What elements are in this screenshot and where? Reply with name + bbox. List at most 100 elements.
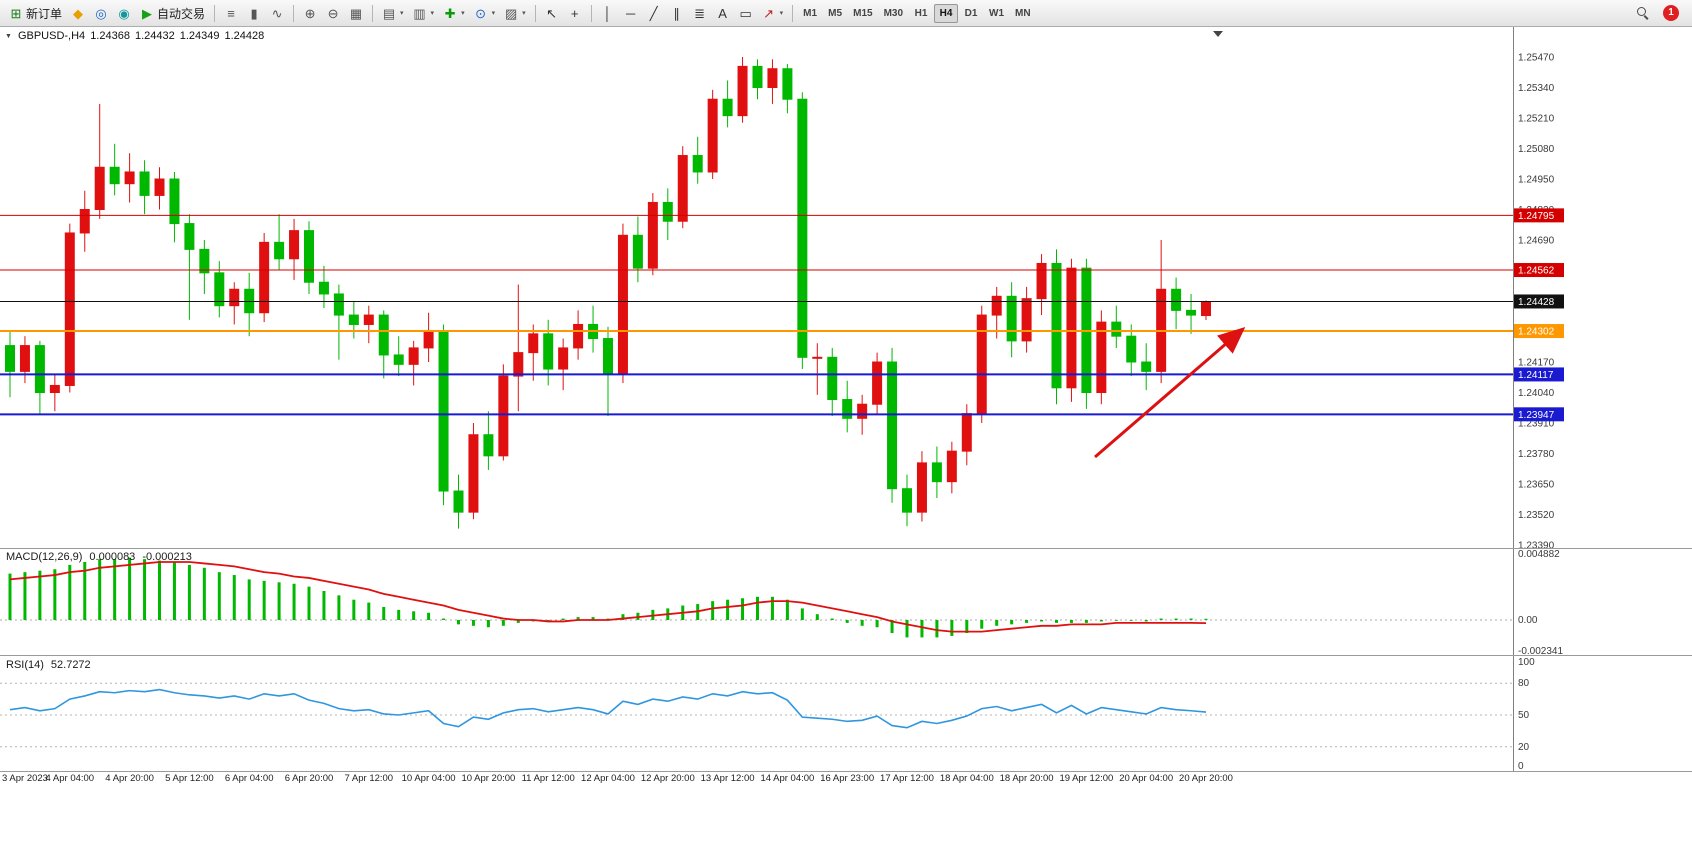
candle xyxy=(378,314,389,356)
auto-trading-button[interactable]: ▶ 自动交易 xyxy=(136,2,209,24)
fibonacci-button[interactable]: ≣ xyxy=(689,2,711,24)
text-label-button[interactable]: ▭ xyxy=(735,2,757,24)
macd-bar xyxy=(815,614,819,620)
channel-button[interactable]: ∥ xyxy=(666,2,688,24)
indicators-add-icon: ✚ xyxy=(444,5,456,21)
macd-bar xyxy=(83,562,87,620)
macd-bar xyxy=(412,611,416,620)
macd-name: MACD(12,26,9) xyxy=(6,551,83,563)
rsi-name: RSI(14) xyxy=(6,659,44,671)
price-axis-tick: 1.24040 xyxy=(1518,388,1555,399)
macd-indicator-label: MACD(12,26,9) 0.000083 -0.000213 xyxy=(6,551,192,563)
candle xyxy=(662,201,673,222)
price-axis-tick: 1.23650 xyxy=(1518,480,1555,491)
zoom-in-button[interactable]: ⊕ xyxy=(299,2,321,24)
candle xyxy=(528,333,539,354)
time-axis[interactable]: 3 Apr 2023 4 Apr 04:00 4 Apr 20:00 5 Apr 12… xyxy=(0,773,1513,787)
dropdown-arrow-icon: ▾ xyxy=(522,10,526,17)
zoom-out-button[interactable]: ⊖ xyxy=(322,2,344,24)
candle xyxy=(498,375,509,457)
candle xyxy=(707,98,718,173)
price-axis-tick: 1.24170 xyxy=(1518,358,1555,369)
candlestick-series xyxy=(5,57,1211,529)
cascade-windows-icon: ▤ xyxy=(382,5,396,21)
price-line-label: 1.24428 xyxy=(1514,294,1564,309)
macd-bar xyxy=(8,573,12,620)
timeframe-h1-button[interactable]: H1 xyxy=(914,7,928,19)
trendline-button[interactable]: ╱ xyxy=(643,2,665,24)
timeframe-mn-button[interactable]: MN xyxy=(1015,7,1031,19)
candle xyxy=(304,230,314,283)
notification-badge[interactable]: 1 xyxy=(1663,5,1679,21)
candle xyxy=(842,399,853,419)
macd-bar xyxy=(1204,618,1208,620)
line-chart-button[interactable]: ∿ xyxy=(266,2,288,24)
candle xyxy=(1186,309,1197,316)
price-line-label: 1.24117 xyxy=(1514,367,1564,382)
periods-button[interactable]: ⊙ ▾ xyxy=(470,2,500,24)
bar-chart-button[interactable]: ≡ xyxy=(220,2,242,24)
market-button[interactable]: ◎ xyxy=(90,2,112,24)
time-axis-label: 16 Apr 23:00 xyxy=(820,773,875,784)
timeframe-h4-button[interactable]: H4 xyxy=(934,3,959,23)
cursor-button[interactable]: ↖ xyxy=(541,2,563,24)
text-button[interactable]: A xyxy=(712,2,734,24)
trend-arrow-annotation[interactable] xyxy=(1094,327,1246,459)
arrows-button[interactable]: ↗ ▾ xyxy=(758,2,788,24)
crosshair-button[interactable]: + xyxy=(564,2,586,24)
search-button[interactable] xyxy=(1633,2,1653,24)
time-axis-label: 4 Apr 04:00 xyxy=(45,773,95,784)
timeframe-m5-button[interactable]: M5 xyxy=(828,7,843,19)
timeframe-m15-button[interactable]: M15 xyxy=(853,7,873,19)
toolbar-separator xyxy=(372,4,374,22)
candle xyxy=(1066,267,1077,389)
macd-bar xyxy=(38,570,42,620)
rsi-axis-tick: 80 xyxy=(1518,678,1530,689)
macd-bar xyxy=(890,620,894,634)
candle xyxy=(872,361,883,405)
quote-high: 1.24432 xyxy=(134,30,175,42)
svg-text:1.24117: 1.24117 xyxy=(1518,370,1554,381)
macd-bar xyxy=(322,591,326,620)
price-axis-tick: 1.23910 xyxy=(1518,419,1555,430)
candle xyxy=(692,155,703,173)
cascade-windows-button[interactable]: ▤ ▾ xyxy=(378,2,408,24)
channel-icon: ∥ xyxy=(673,5,680,21)
chart-menu-icon[interactable]: ▼ xyxy=(5,32,12,40)
horizontal-line-button[interactable]: ─ xyxy=(620,2,642,24)
rsi-indicator-label: RSI(14) 52.7272 xyxy=(6,659,91,671)
signals-button[interactable]: ◉ xyxy=(113,2,135,24)
indicators-button[interactable]: ✚ ▾ xyxy=(439,2,469,24)
candle xyxy=(1021,298,1032,342)
timeframe-m30-button[interactable]: M30 xyxy=(883,7,904,19)
tile-windows-button[interactable]: ▦ xyxy=(345,2,367,24)
quote-open: 1.24368 xyxy=(90,30,130,42)
macd-bar xyxy=(143,559,147,620)
candlestick-chart-button[interactable]: ▮ xyxy=(243,2,265,24)
chart-shift-marker-icon[interactable] xyxy=(1213,31,1223,37)
arrange-windows-button[interactable]: ▥ ▾ xyxy=(409,2,439,24)
macd-bar xyxy=(1055,620,1058,623)
chart-plot-area[interactable]: 1.254701.253401.252101.250801.249501.248… xyxy=(0,27,1692,854)
candle xyxy=(1201,300,1211,317)
candle xyxy=(199,248,210,274)
metaeditor-button[interactable]: ◆ xyxy=(67,2,89,24)
macd-bar xyxy=(905,620,909,638)
time-axis-label: 12 Apr 04:00 xyxy=(581,773,635,784)
svg-text:1.24302: 1.24302 xyxy=(1518,327,1555,338)
time-axis-label: 6 Apr 20:00 xyxy=(284,773,334,784)
templates-button[interactable]: ▨ ▾ xyxy=(500,2,530,24)
macd-bar xyxy=(875,620,879,628)
macd-bar xyxy=(337,595,341,620)
timeframe-w1-button[interactable]: W1 xyxy=(989,7,1005,19)
price-axis-tick: 1.24690 xyxy=(1518,236,1555,247)
price-axis-tick: 1.25470 xyxy=(1518,53,1555,64)
candle xyxy=(1171,288,1182,311)
candle xyxy=(573,323,584,349)
timeframe-d1-button[interactable]: D1 xyxy=(964,7,978,19)
macd-bar xyxy=(1069,620,1073,623)
new-order-button[interactable]: ⊞ 新订单 xyxy=(5,2,66,24)
vertical-line-button[interactable]: │ xyxy=(597,2,619,24)
candle xyxy=(184,223,195,250)
timeframe-m1-button[interactable]: M1 xyxy=(803,7,818,19)
